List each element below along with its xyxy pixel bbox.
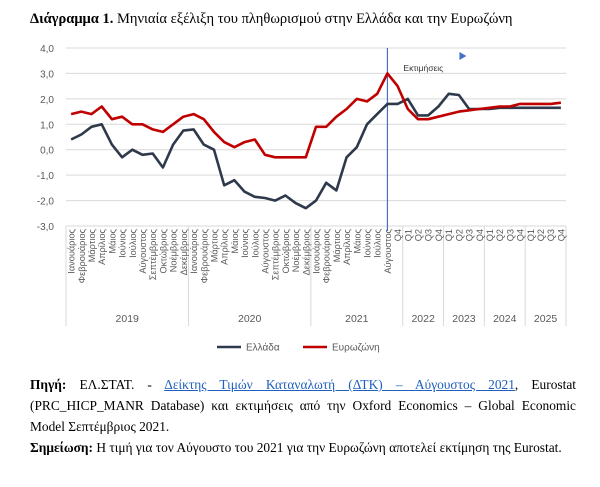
category-label: Οκτώβριος: [158, 228, 168, 273]
year-label: 2024: [493, 313, 517, 325]
source-text-rest: , Eurostat (PRC_HICP_MANR Database) και …: [30, 377, 576, 434]
note-label: Σημείωση:: [30, 440, 93, 455]
category-label: Ιούλιος: [128, 228, 138, 257]
category-label: Απρίλιος: [220, 228, 230, 264]
category-label: Ιανουάριος: [312, 228, 322, 273]
category-label: Q1: [444, 229, 454, 241]
category-label: Q2: [536, 229, 546, 241]
y-tick-label: 4,0: [40, 44, 54, 55]
category-label: Q4: [434, 229, 444, 241]
year-label: 2021: [345, 313, 369, 325]
category-label: Q3: [465, 229, 475, 241]
category-label: Φεβρουάριος: [322, 228, 332, 283]
y-tick-label: -3,0: [37, 222, 55, 233]
year-label: 2022: [411, 313, 435, 325]
year-label: 2023: [452, 313, 476, 325]
y-tick-label: -1,0: [37, 171, 55, 182]
note-text: Η τιμή για τον Αύγουστο του 2021 για την…: [92, 440, 562, 455]
category-label: Q3: [424, 229, 434, 241]
series-line-greece: [70, 92, 561, 210]
legend-label: Ελλάδα: [246, 342, 280, 354]
chart-title: Διάγραμμα 1. Μηνιαία εξέλιξη του πληθωρι…: [30, 11, 513, 28]
year-label: 2020: [238, 313, 262, 325]
chart-title-text: Μηνιαία εξέλιξη του πληθωρισμού στην Ελλ…: [113, 11, 513, 27]
category-label: Q3: [505, 229, 515, 241]
category-label: Q4: [516, 229, 526, 241]
category-label: Απρίλιος: [97, 228, 107, 264]
year-label: 2025: [534, 313, 558, 325]
y-tick-label: 1,0: [40, 120, 54, 131]
category-label: Ιανουάριος: [67, 228, 77, 273]
category-label: Σεπτέμβριος: [148, 228, 158, 280]
category-label: Φεβρουάριος: [77, 228, 87, 283]
category-label: Μάρτιος: [209, 228, 219, 262]
inflation-line-chart: 4,0 3,0 2,0 1,0 0,0 -1,0 -2,0 -3,0 2019 2020 2021 2…: [37, 44, 567, 354]
category-label: Q4: [556, 229, 566, 241]
category-label: Q2: [414, 229, 424, 241]
source-text: ΕΛ.ΣΤΑΤ. -: [66, 377, 165, 392]
category-label: Αύγουστος: [383, 228, 393, 273]
y-tick-label: 0,0: [40, 146, 54, 157]
category-label: Δεκέμβριος: [301, 228, 311, 275]
category-label: Οκτώβριος: [281, 228, 291, 273]
y-tick-label: -2,0: [37, 197, 55, 208]
category-label: Ιούνιος: [363, 228, 373, 257]
category-label: Αύγουστος: [138, 228, 148, 273]
category-label: Δεκέμβριος: [179, 228, 189, 275]
category-label: Q3: [546, 229, 556, 241]
y-tick-label: 2,0: [40, 95, 54, 106]
category-label: Q4: [475, 229, 485, 241]
category-label: Νοέμβριος: [169, 228, 179, 272]
category-label: Ιούνιος: [240, 228, 250, 257]
category-label: Q1: [485, 229, 495, 241]
category-label: Σεπτέμβριος: [271, 228, 281, 280]
category-label: Μάιος: [107, 228, 117, 253]
category-label: Μάιος: [230, 228, 240, 253]
category-label: Νοέμβριος: [291, 228, 301, 272]
category-label: Ιούλιος: [373, 228, 383, 257]
series-line-eurozone: [70, 72, 562, 159]
category-label: Ιανουάριος: [189, 228, 199, 273]
category-label: Q4: [393, 229, 403, 241]
category-label: Απρίλιος: [342, 228, 352, 264]
source-label: Πηγή:: [30, 377, 67, 392]
category-label: Q1: [403, 229, 413, 241]
y-tick-label: 3,0: [40, 69, 54, 80]
category-label: Φεβρουάριος: [199, 228, 209, 283]
legend-label: Ευρωζώνη: [332, 342, 380, 354]
category-label: Q2: [454, 229, 464, 241]
arrow-right-icon: [459, 52, 467, 60]
category-label: Ιούνιος: [118, 228, 128, 257]
category-label: Μάρτιος: [87, 228, 97, 262]
category-label: Αύγουστος: [260, 228, 270, 273]
forecast-annotation: Εκτιμήσεις: [403, 63, 443, 73]
note-paragraph: Σημείωση: Η τιμή για τον Αύγουστο του 20…: [30, 437, 576, 458]
source-link[interactable]: Δείκτης Τιμών Καταναλωτή (ΔΤΚ) – Αύγουστ…: [164, 377, 515, 392]
category-label: Μάιος: [352, 228, 362, 253]
category-label: Ιούλιος: [250, 228, 260, 257]
year-label: 2019: [116, 313, 140, 325]
chart-notes: Πηγή: ΕΛ.ΣΤΑΤ. - Δείκτης Τιμών Καταναλωτ…: [30, 374, 576, 458]
category-label: Q1: [526, 229, 536, 241]
category-label: Μάρτιος: [332, 228, 342, 262]
chart-title-label: Διάγραμμα 1.: [30, 11, 114, 27]
category-label: Q2: [495, 229, 505, 241]
source-paragraph: Πηγή: ΕΛ.ΣΤΑΤ. - Δείκτης Τιμών Καταναλωτ…: [30, 374, 576, 437]
